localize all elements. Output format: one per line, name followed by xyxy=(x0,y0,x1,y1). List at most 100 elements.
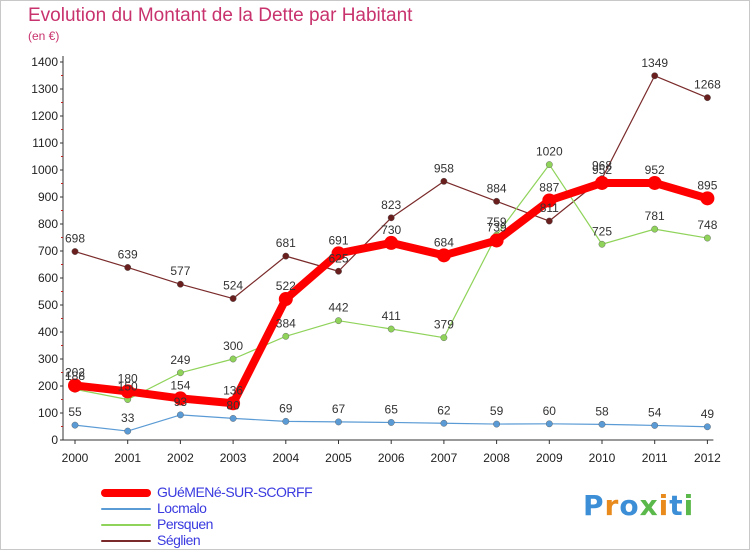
x-tick-label: 2011 xyxy=(642,451,668,465)
data-label: 691 xyxy=(328,233,348,247)
data-point-0 xyxy=(595,175,609,190)
data-point-2 xyxy=(651,225,659,233)
y-tick-label: 600 xyxy=(38,271,58,285)
data-point-2 xyxy=(176,369,184,377)
data-point-1 xyxy=(282,417,290,425)
data-point-2 xyxy=(598,240,606,248)
legend-label: Séglien xyxy=(157,532,201,548)
data-point-3 xyxy=(651,72,659,80)
y-tick-label: 400 xyxy=(38,325,58,339)
data-point-1 xyxy=(598,420,606,428)
data-point-1 xyxy=(335,418,342,426)
data-label: 698 xyxy=(65,232,85,246)
data-point-3 xyxy=(387,214,395,222)
y-tick-label: 100 xyxy=(38,406,58,420)
data-label: 639 xyxy=(118,247,138,261)
data-label: 811 xyxy=(540,201,559,215)
chart-title: Evolution du Montant de la Dette par Hab… xyxy=(28,5,413,26)
data-label: 952 xyxy=(645,163,665,177)
legend-swatch xyxy=(101,489,151,497)
data-label: 49 xyxy=(701,407,715,421)
data-point-0 xyxy=(68,378,82,393)
data-label: 739 xyxy=(487,220,507,234)
data-label: 180 xyxy=(118,371,138,385)
x-tick-label: 2003 xyxy=(220,451,247,465)
legend-label: Persquen xyxy=(157,516,213,532)
proxiti-logo: Proxiti xyxy=(583,489,695,522)
data-label: 625 xyxy=(328,251,348,265)
data-point-0 xyxy=(542,193,557,208)
data-label: 202 xyxy=(65,365,85,379)
data-label: 958 xyxy=(434,161,454,175)
data-point-2 xyxy=(440,334,448,342)
legend-swatch xyxy=(101,540,151,542)
data-point-0 xyxy=(173,391,188,406)
x-tick-label: 2000 xyxy=(62,451,89,465)
y-tick-label: 0 xyxy=(51,433,58,447)
data-label: 67 xyxy=(332,402,346,416)
data-point-0 xyxy=(384,235,399,250)
data-point-3 xyxy=(124,264,132,271)
y-tick-label: 300 xyxy=(38,352,58,366)
y-tick-label: 200 xyxy=(38,379,58,393)
data-label: 952 xyxy=(592,163,612,177)
x-tick-label: 2007 xyxy=(431,451,458,465)
data-point-3 xyxy=(440,177,448,185)
data-label: 681 xyxy=(276,236,296,250)
data-label: 58 xyxy=(595,404,609,418)
data-point-0 xyxy=(647,175,662,190)
data-label: 384 xyxy=(276,316,296,330)
data-label: 684 xyxy=(434,235,454,249)
x-tick-label: 2006 xyxy=(378,451,405,465)
data-point-2 xyxy=(229,355,237,363)
data-point-1 xyxy=(704,423,711,431)
data-label: 522 xyxy=(276,279,296,293)
data-point-1 xyxy=(124,427,132,435)
data-point-0 xyxy=(489,233,504,248)
y-tick-label: 700 xyxy=(38,244,58,258)
data-label: 300 xyxy=(223,339,243,353)
y-tick-label: 1300 xyxy=(31,82,58,96)
data-point-2 xyxy=(704,234,711,242)
data-point-3 xyxy=(545,217,553,225)
data-point-0 xyxy=(436,248,451,263)
data-point-1 xyxy=(440,419,448,427)
data-point-0 xyxy=(331,246,346,261)
y-tick-label: 1000 xyxy=(31,163,58,177)
data-point-2 xyxy=(335,317,342,325)
y-tick-label: 500 xyxy=(38,298,58,312)
data-label: 188 xyxy=(65,369,85,383)
data-label: 93 xyxy=(174,395,188,409)
data-label: 154 xyxy=(170,378,190,392)
data-point-1 xyxy=(545,420,553,428)
data-label: 524 xyxy=(223,279,243,293)
data-label: 823 xyxy=(381,198,401,212)
data-point-1 xyxy=(493,420,500,428)
data-point-0 xyxy=(278,292,293,307)
x-tick-label: 2009 xyxy=(536,451,563,465)
data-label: 895 xyxy=(697,178,717,192)
x-tick-label: 2001 xyxy=(114,451,141,465)
data-point-2 xyxy=(282,332,290,340)
data-label: 33 xyxy=(121,411,135,425)
x-tick-label: 2005 xyxy=(325,451,352,465)
data-point-2 xyxy=(387,325,395,333)
legend-swatch xyxy=(101,524,151,526)
y-tick-label: 800 xyxy=(38,217,58,231)
data-label: 577 xyxy=(170,264,190,278)
data-point-3 xyxy=(229,295,237,302)
legend-swatch xyxy=(101,508,151,510)
data-point-3 xyxy=(493,197,500,205)
data-label: 249 xyxy=(170,353,190,367)
data-label: 59 xyxy=(490,404,504,418)
data-label: 725 xyxy=(592,224,612,238)
data-label: 62 xyxy=(437,403,451,417)
x-tick-label: 2012 xyxy=(694,451,721,465)
data-label: 80 xyxy=(226,398,240,412)
chart-subtitle: (en €) xyxy=(28,29,60,43)
y-tick-label: 1200 xyxy=(31,109,58,123)
y-tick-label: 1100 xyxy=(32,136,58,150)
data-point-3 xyxy=(71,248,79,255)
